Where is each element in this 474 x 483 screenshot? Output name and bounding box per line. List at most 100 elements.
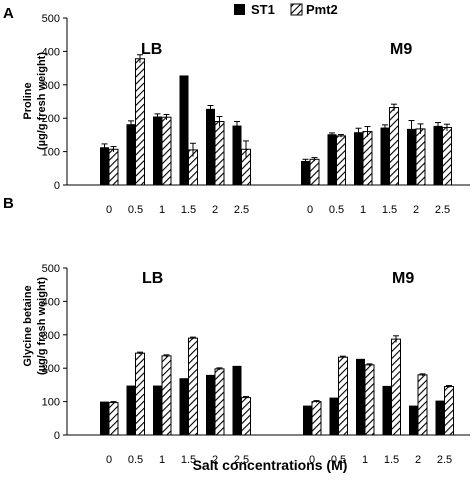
panel-b-x-tick-label: 2.5 <box>437 454 452 466</box>
panel-b-bar-st1 <box>232 365 242 435</box>
panel-b-y-tick-label: 500 <box>42 263 60 275</box>
panel-b-bar-st1 <box>409 405 418 435</box>
panel-a-bar-st1 <box>206 108 215 185</box>
panel-b-bar-st1 <box>303 405 312 435</box>
panel-b-y-tick-label: 400 <box>42 296 60 308</box>
panel-a-bar-pmt2 <box>442 127 452 186</box>
panel-a-bar-pmt2 <box>161 116 172 186</box>
panel-b-x-tick-label: 0 <box>309 454 315 466</box>
panel-b-bar-st1 <box>100 401 109 435</box>
panel-b-x-tick-label: 1.5 <box>181 454 196 466</box>
panel-b-bar-pmt2 <box>311 401 322 436</box>
panel-a-x-tick-label: 1 <box>159 204 165 216</box>
panel-b-bar-pmt2 <box>417 374 428 436</box>
panel-a-bar-pmt2 <box>108 148 119 186</box>
panel-a-x-tick-label: 2 <box>413 204 419 216</box>
panel-b-bar-pmt2 <box>135 352 145 436</box>
panel-a-bar-pmt2 <box>336 135 346 186</box>
panel-b-y-tick-label: 0 <box>54 430 60 442</box>
panel-b-bar-pmt2 <box>338 356 348 436</box>
panel-b-bar-pmt2 <box>391 338 401 436</box>
panel-b-bar-pmt2 <box>108 402 119 436</box>
panel-a-x-tick-label: 2.5 <box>234 204 249 216</box>
panel-a-letter: A <box>3 5 14 22</box>
panel-a-x-tick-label: 2 <box>212 204 218 216</box>
panel-b-y-tick-label: 100 <box>42 397 60 409</box>
x-axis-title: Salt concentrations (M) <box>193 457 348 473</box>
panel-b-bar-pmt2 <box>444 386 454 436</box>
panel-b-x-tick-label: 1 <box>159 454 165 466</box>
panel-b-x-tick-label: 2 <box>212 454 218 466</box>
panel-a-bar-st1 <box>301 160 310 185</box>
panel-a-bar-st1 <box>179 75 189 185</box>
panel-a-bar-st1 <box>354 132 363 185</box>
panel-b-bar-st1 <box>206 374 215 435</box>
panel-b-x-tick-label: 0 <box>106 454 112 466</box>
legend-swatch-st1 <box>234 4 245 15</box>
panel-b-group-m9: M9 <box>392 270 414 287</box>
panel-b-bar-st1 <box>126 385 136 435</box>
panel-a-bar-pmt2 <box>389 107 399 186</box>
panel-a-ylabel-line1: Proline <box>22 82 34 119</box>
panel-a-ylabel-line2: (µg/g fresh weight) <box>36 52 48 150</box>
panel-b-x-tick-label: 0.5 <box>331 454 346 466</box>
panel-b-letter: B <box>3 195 14 212</box>
legend: ST1 Pmt2 <box>234 2 338 17</box>
panel-a-bar-pmt2 <box>214 121 225 186</box>
panel-b-x-tick-label: 0.5 <box>128 454 143 466</box>
panel-a-bar-st1 <box>327 134 337 185</box>
panel-a-y-tick-label: 300 <box>42 80 60 92</box>
legend-swatch-pmt2 <box>290 3 303 16</box>
panel-b-bar-st1 <box>435 400 445 435</box>
panel-a-x-tick-label: 0 <box>106 204 112 216</box>
panel-a-bar-st1 <box>153 116 162 185</box>
panel-a-x-tick-label: 1.5 <box>382 204 397 216</box>
panel-b-plot: 0 100 200 300 400 500 0 0.5 1 1.5 2 2.5 0 0.5 1 1.5 2 2.5 <box>42 263 470 466</box>
panel-b-bar-pmt2 <box>214 368 225 436</box>
panel-b-bar-st1 <box>179 378 189 435</box>
panel-b-bar-st1 <box>153 385 162 435</box>
panel-a-plot: 0 100 200 300 400 500 0 0.5 1 1.5 2 2.5 0 0.5 1 1.5 2 2.5 <box>42 13 470 216</box>
panel-a-bar-st1 <box>100 147 109 185</box>
panel-b-y-tick-label: 200 <box>42 363 60 375</box>
panel-b-bar-pmt2 <box>241 397 251 436</box>
panel-a-x-tick-label: 0.5 <box>128 204 143 216</box>
panel-a-y-tick-label: 400 <box>42 46 60 58</box>
panel-b-bar-pmt2 <box>188 337 198 436</box>
panel-a-bar-pmt2 <box>362 131 373 186</box>
panel-b-bar-st1 <box>382 385 392 435</box>
panel-a-x-tick-label: 2.5 <box>435 204 450 216</box>
panel-a-x-tick-label: 0 <box>307 204 313 216</box>
panel-b-bar-pmt2 <box>364 364 375 436</box>
panel-b-bar-st1 <box>356 358 365 435</box>
panel-a-x-tick-label: 1.5 <box>181 204 196 216</box>
panel-a-x-tick-label: 1 <box>360 204 366 216</box>
panel-a-y-tick-label: 100 <box>42 147 60 159</box>
panel-a-y-tick-label: 200 <box>42 113 60 125</box>
panel-b-x-tick-label: 1 <box>362 454 368 466</box>
panel-b-ylabel-line2: (µg/g fresh weight) <box>36 277 48 375</box>
legend-label-pmt2: Pmt2 <box>306 2 338 17</box>
panel-a-bar-st1 <box>407 128 416 185</box>
panel-b-x-tick-label: 1.5 <box>384 454 399 466</box>
panel-a-bar-pmt2 <box>309 158 320 186</box>
panel-a-y-tick-label: 0 <box>54 180 60 192</box>
panel-b-bar-pmt2 <box>161 355 172 436</box>
panel-b-ylabel-line1: Glycine betaine <box>22 285 34 366</box>
panel-a-bar-st1 <box>433 125 443 185</box>
panel-a-bar-pmt2 <box>135 58 145 186</box>
panel-a-bar-st1 <box>126 124 136 185</box>
panel-b-group-lb: LB <box>142 270 163 287</box>
panel-a-y-tick-label: 500 <box>42 13 60 25</box>
panel-a-bar-st1 <box>380 127 390 185</box>
panel-a-group-m9: M9 <box>390 41 412 58</box>
panel-b-x-tick-label: 2.5 <box>234 454 249 466</box>
panel-a-group-lb: LB <box>141 41 162 58</box>
legend-label-st1: ST1 <box>251 2 275 17</box>
panel-a-bar-pmt2 <box>415 128 426 186</box>
panel-b-bar-st1 <box>329 397 339 435</box>
panel-b-x-tick-label: 2 <box>415 454 421 466</box>
panel-a-bar-st1 <box>232 125 242 185</box>
panel-b-y-tick-label: 300 <box>42 330 60 342</box>
